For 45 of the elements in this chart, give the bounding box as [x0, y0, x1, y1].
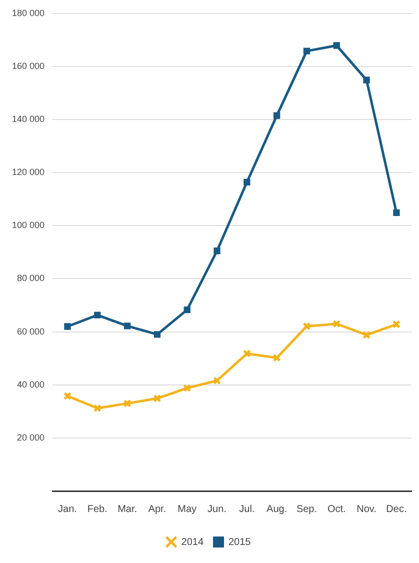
y-tick-label: 100 000	[12, 220, 45, 230]
point	[123, 399, 132, 408]
point	[333, 42, 340, 49]
y-tick-label: 40 000	[17, 379, 45, 390]
x-tick-label: May	[178, 504, 197, 515]
point	[214, 248, 220, 254]
point	[244, 178, 250, 186]
y-tick-label: 180 000	[12, 8, 45, 18]
point	[153, 394, 162, 402]
point	[302, 322, 311, 330]
y-tick-label: 120 000	[12, 167, 45, 178]
y-tick-label: 160 000	[12, 60, 45, 71]
y-tick-label: 80 000	[17, 273, 45, 284]
y-tick-label: 20 000	[17, 432, 45, 442]
x-tick-label: Jul.	[239, 504, 255, 515]
point	[154, 331, 161, 338]
point	[272, 354, 281, 362]
y-tick-label: 60 000	[17, 326, 45, 336]
point	[64, 323, 71, 330]
x-tick-label: Jun.	[208, 504, 226, 515]
x-tick-label: Aug.	[266, 504, 288, 515]
point	[393, 209, 400, 216]
point	[332, 320, 341, 328]
point	[212, 376, 222, 385]
point	[273, 112, 280, 119]
point	[242, 349, 251, 358]
x-tick-label: Mar.	[118, 504, 138, 515]
x-tick-label: Apr.	[148, 504, 166, 515]
y-tick-label: 140 000	[12, 114, 45, 124]
x-tick-label: Feb.	[87, 504, 108, 515]
x-tick-label: Sep.	[296, 504, 318, 515]
point	[183, 384, 192, 392]
legend-label: 2014	[181, 536, 204, 548]
point	[93, 404, 102, 412]
x-tick-label: Nov.	[356, 504, 376, 515]
legend-label: 2015	[228, 536, 252, 548]
point	[303, 48, 310, 54]
point	[362, 330, 371, 340]
point	[363, 76, 370, 84]
point	[184, 306, 190, 314]
x-tick-label: Oct.	[327, 504, 346, 515]
x-tick-label: Jan.	[58, 504, 77, 515]
x-tick-label: Dec.	[386, 504, 407, 515]
point	[94, 312, 101, 318]
point	[124, 322, 131, 330]
